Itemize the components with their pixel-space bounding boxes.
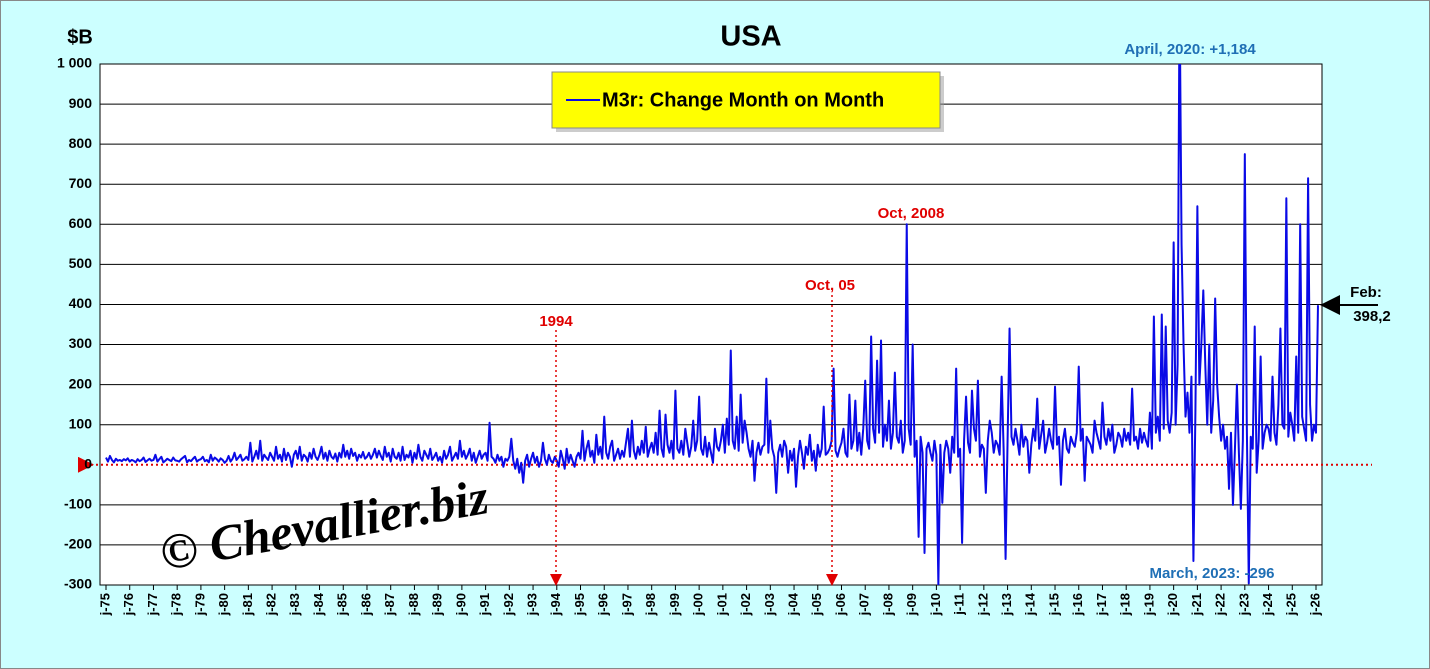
x-tick-label: j-16: [1070, 593, 1085, 616]
x-tick-label: j-20: [1165, 593, 1180, 616]
x-tick-label: j-17: [1094, 593, 1109, 616]
legend-box: [551, 71, 941, 129]
x-tick-label: j-80: [216, 593, 231, 616]
annotation: Oct, 05: [805, 277, 855, 294]
y-tick-label: 200: [69, 375, 93, 391]
chart-title: USA: [720, 21, 781, 53]
y-tick-label: 500: [69, 255, 93, 271]
x-tick-label: j-04: [785, 592, 800, 616]
x-tick-label: j-92: [501, 593, 516, 616]
x-tick-label: j-01: [714, 593, 729, 616]
x-tick-label: j-21: [1189, 593, 1204, 616]
y-tick-label: 900: [69, 95, 93, 111]
y-tick-label: -200: [64, 536, 92, 552]
x-tick-label: j-78: [169, 593, 184, 616]
x-tick-label: j-05: [809, 593, 824, 616]
x-tick-label: j-09: [904, 593, 919, 616]
x-tick-label: j-87: [382, 593, 397, 616]
x-tick-label: j-89: [430, 593, 445, 616]
x-tick-label: j-85: [335, 593, 350, 616]
y-tick-label: -300: [64, 576, 92, 592]
x-tick-label: j-76: [121, 593, 136, 616]
x-tick-label: j-19: [1141, 593, 1156, 616]
x-tick-label: j-02: [738, 593, 753, 616]
plot-area: [99, 63, 1323, 586]
x-tick-label: j-82: [264, 593, 279, 616]
x-tick-label: j-77: [145, 593, 160, 616]
x-tick-label: j-90: [453, 593, 468, 616]
x-tick-label: j-10: [928, 593, 943, 616]
x-tick-label: j-24: [1260, 592, 1275, 616]
x-tick-label: j-15: [1046, 593, 1061, 616]
annotation: Feb:: [1350, 284, 1382, 301]
legend: M3r: Change Month on Month: [551, 71, 944, 132]
y-tick-label: 1 000: [57, 55, 92, 71]
x-tick-label: j-94: [548, 592, 563, 616]
x-tick-label: j-11: [952, 593, 967, 616]
y-tick-label: 300: [69, 335, 93, 351]
y-axis-label: $B: [67, 26, 93, 48]
y-tick-label: 0: [84, 455, 92, 471]
x-tick-label: j-08: [880, 593, 895, 616]
y-tick-label: 600: [69, 215, 93, 231]
x-tick-label: j-96: [596, 593, 611, 616]
annotation: 1994: [539, 313, 573, 330]
x-tick-label: j-91: [477, 593, 492, 616]
x-tick-label: j-86: [358, 593, 373, 616]
x-tick-label: j-79: [192, 593, 207, 616]
x-tick-label: j-12: [975, 593, 990, 616]
x-tick-label: j-81: [240, 593, 255, 616]
x-tick-label: j-99: [667, 593, 682, 616]
annotation: Oct, 2008: [878, 205, 945, 222]
x-tick-label: j-97: [619, 593, 634, 616]
x-tick-label: j-98: [643, 593, 658, 616]
x-tick-label: j-83: [287, 593, 302, 616]
x-tick-label: j-07: [857, 593, 872, 616]
y-tick-label: 800: [69, 135, 93, 151]
y-tick-label: -100: [64, 496, 92, 512]
y-tick-label: 100: [69, 415, 93, 431]
x-tick-label: j-75: [97, 593, 112, 616]
x-tick-label: j-84: [311, 592, 326, 616]
series-line: [105, 64, 1319, 585]
x-tick-label: j-23: [1236, 593, 1251, 616]
x-tick-label: j-25: [1284, 593, 1299, 616]
x-tick-label: j-06: [833, 593, 848, 616]
x-tick-label: j-93: [524, 593, 539, 616]
annotation: 398,2: [1353, 308, 1391, 325]
x-tick-label: j-88: [406, 593, 421, 616]
annotation: April, 2020: +1,184: [1124, 41, 1256, 58]
x-tick-label: j-13: [999, 593, 1014, 616]
x-tick-label: j-26: [1307, 593, 1322, 616]
x-tick-label: j-22: [1213, 593, 1228, 616]
x-tick-label: j-03: [762, 593, 777, 616]
annotation: March, 2023: -296: [1149, 565, 1274, 582]
x-tick-label: j-18: [1118, 593, 1133, 616]
y-tick-label: 400: [69, 295, 93, 311]
legend-label: M3r: Change Month on Month: [602, 89, 884, 111]
x-tick-label: j-95: [572, 593, 587, 616]
x-tick-label: j-00: [691, 593, 706, 616]
x-tick-label: j-14: [1023, 592, 1038, 616]
y-tick-label: 700: [69, 175, 93, 191]
